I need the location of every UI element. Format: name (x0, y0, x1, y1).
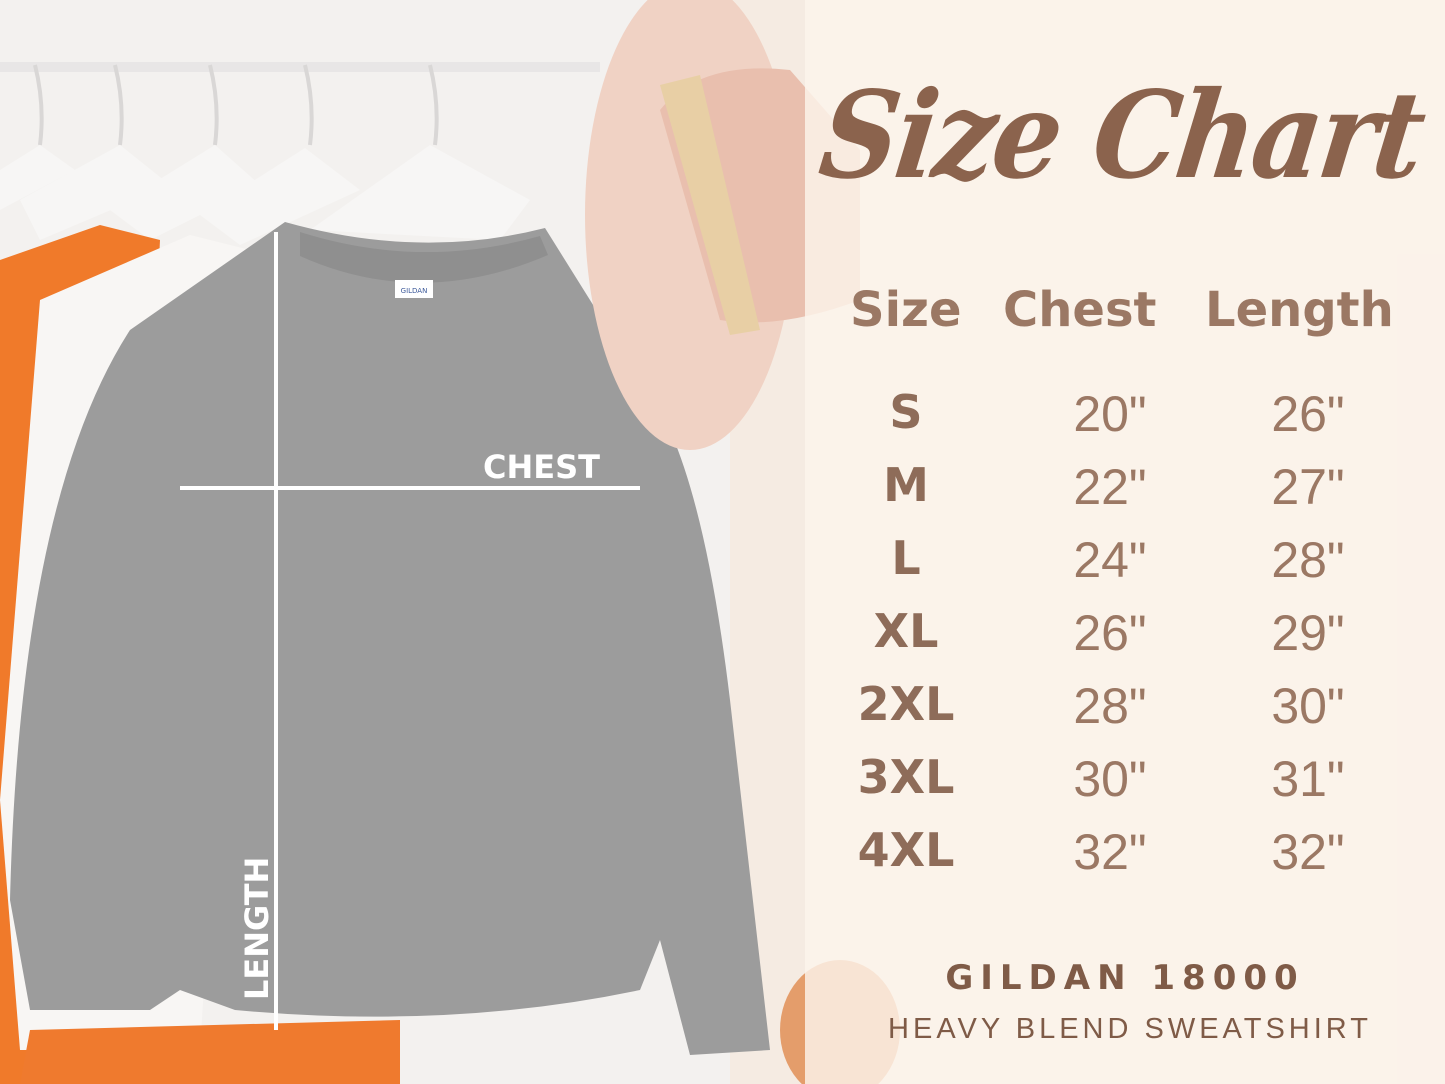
product-description: HEAVY BLEND SWEATSHIRT (888, 1013, 1372, 1045)
size-cell: M (883, 458, 929, 512)
chest-cell: 32" (1073, 824, 1147, 880)
product-model: GILDAN 18000 (945, 958, 1305, 998)
gray-sweatshirt (10, 222, 770, 1055)
table-row: M 22" 27" (0, 458, 1445, 528)
size-cell: XL (873, 604, 939, 658)
chest-cell: 22" (1073, 459, 1147, 515)
orange-shirt-bottom (20, 1020, 400, 1084)
clothing-rack-bar (0, 62, 600, 72)
size-chart-panel (805, 0, 1445, 1084)
chest-cell: 24" (1073, 532, 1147, 588)
length-cell: 30" (1271, 678, 1345, 734)
size-cell: S (889, 385, 923, 439)
size-cell: 2XL (857, 677, 955, 731)
chest-cell: 30" (1073, 751, 1147, 807)
size-chart-title: Size Chart (812, 65, 1431, 206)
chest-cell: 26" (1073, 605, 1147, 661)
header-length: Length (1205, 282, 1394, 338)
table-row: S 20" 26" (0, 385, 1445, 455)
chest-cell: 28" (1073, 678, 1147, 734)
header-chest: Chest (1003, 282, 1157, 338)
length-cell: 28" (1271, 532, 1345, 588)
table-row: L 24" 28" (0, 531, 1445, 601)
length-cell: 32" (1271, 824, 1345, 880)
hangers (33, 64, 439, 146)
size-cell: 3XL (857, 750, 955, 804)
gildan-tag (395, 280, 433, 298)
length-cell: 29" (1271, 605, 1345, 661)
size-cell: 4XL (857, 823, 955, 877)
chest-measure-line (180, 486, 640, 490)
length-cell: 26" (1271, 386, 1345, 442)
hanger-arms (0, 145, 530, 245)
table-row: 4XL 32" 32" (0, 823, 1445, 893)
length-measure-line (274, 232, 278, 1030)
chest-label: CHEST (483, 448, 600, 486)
length-cell: 27" (1271, 459, 1345, 515)
sweatshirt-collar (300, 232, 548, 283)
table-row: 2XL 28" 30" (0, 677, 1445, 747)
chest-cell: 20" (1073, 386, 1147, 442)
tag-text: GILDAN (401, 287, 428, 295)
length-cell: 31" (1271, 751, 1345, 807)
table-row: XL 26" 29" (0, 604, 1445, 674)
table-row: 3XL 30" 31" (0, 750, 1445, 820)
header-size: Size (850, 282, 962, 338)
size-cell: L (891, 531, 921, 585)
